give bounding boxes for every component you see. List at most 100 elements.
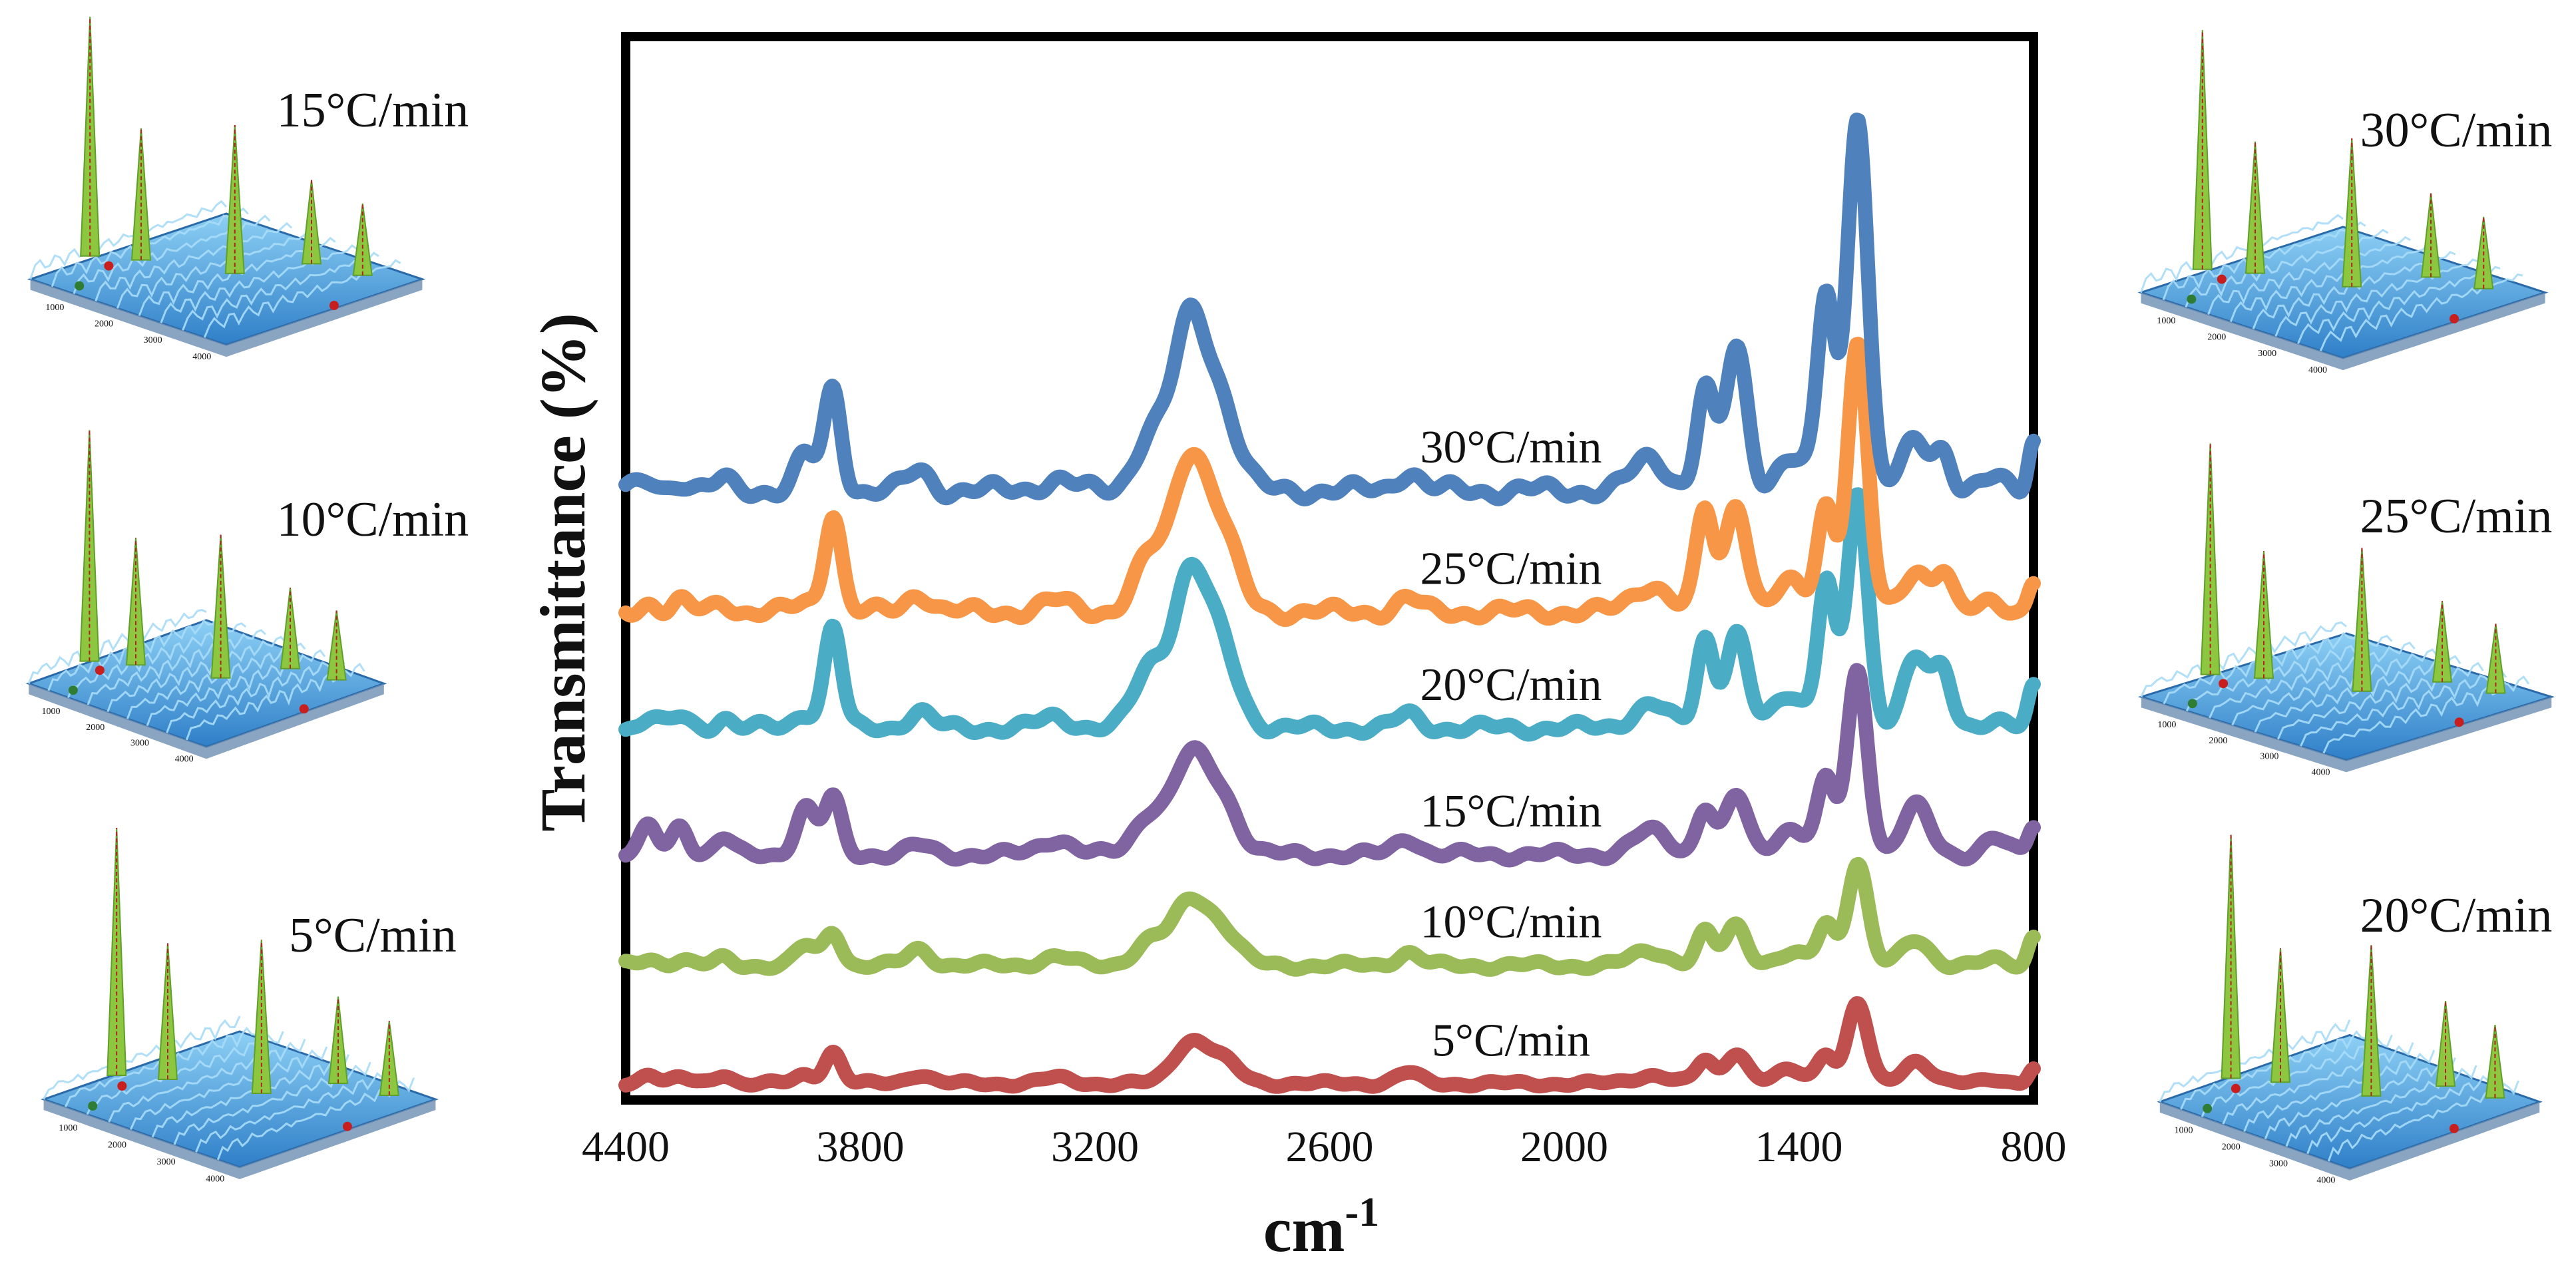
surface-plot-30c: 1000 2000 3000 4000 30°C/min	[2137, 30, 2553, 375]
x-tick-label: 2600	[1286, 1123, 1374, 1171]
series-label: 20°C/min	[1420, 659, 1602, 711]
surface-ridge	[2201, 1034, 2393, 1117]
surface-axis-tick: 1000	[2157, 316, 2175, 326]
surface-ridge	[130, 1046, 328, 1130]
surface-axis-tick: 2000	[95, 319, 113, 329]
surface-marker	[329, 301, 339, 311]
surface-ridge	[160, 244, 358, 323]
series-line-25c	[618, 337, 2041, 628]
surface-axis-tick: 2000	[108, 1140, 126, 1150]
surface-marker	[75, 281, 85, 291]
x-tick-label: 1400	[1755, 1123, 1843, 1171]
x-axis-label-exponent: -1	[1345, 1190, 1379, 1235]
surface-ridge	[185, 662, 365, 741]
surface-axis-tick: 2000	[86, 723, 105, 733]
surface-axis-tick: 4000	[2316, 1176, 2335, 1186]
surface-marker	[2219, 679, 2229, 689]
ftir-spectra-chart: 5°C/min 10°C/min 15°C/min 20°C/min 25°C/min 3…	[527, 32, 2067, 1265]
surface-ridge	[2274, 258, 2478, 337]
surface-marker	[2231, 1083, 2241, 1093]
series-line-30c	[618, 112, 2041, 506]
surface-marker	[299, 704, 309, 714]
surface-ridge	[2243, 1049, 2436, 1132]
surface-plot-label: 25°C/min	[2360, 489, 2553, 544]
surface-plot-20c: 1000 2000 3000 4000 20°C/min	[2157, 834, 2552, 1186]
surface-marker	[2454, 717, 2464, 727]
series-layer	[618, 112, 2041, 1094]
surface-plot-label: 10°C/min	[277, 492, 469, 547]
plot-area-frame	[621, 32, 2038, 1105]
surface-peak	[2245, 141, 2266, 274]
surface-floor	[2157, 1033, 2543, 1170]
surface-floor	[41, 1030, 439, 1169]
surface-ridge	[182, 252, 379, 331]
surface-ridge	[126, 642, 306, 719]
series-line-15c	[618, 663, 2041, 868]
surface-plot-label: 30°C/min	[2360, 103, 2553, 158]
surface-ridge	[195, 1069, 393, 1153]
surface-axis-tick: 1000	[42, 707, 61, 717]
surface-ridge	[2207, 236, 2411, 315]
surface-ridge	[2162, 221, 2366, 301]
surface-axis-tick: 1000	[2174, 1125, 2193, 1135]
series-label: 15°C/min	[1420, 786, 1602, 837]
surface-axis-tick: 1000	[59, 1123, 77, 1133]
surface-ridge	[27, 609, 207, 684]
surface-plot-label: 15°C/min	[277, 83, 469, 138]
surface-ridge	[95, 222, 293, 302]
surface-ridge	[2254, 655, 2462, 733]
surface-ridge	[2306, 1072, 2499, 1155]
surface-plot-5c: 1000 2000 3000 4000 5°C/min	[41, 827, 457, 1184]
x-tick-labels: 4400 3800 3200 2600 2000 1400 800	[582, 1123, 2067, 1171]
surface-marker	[88, 1101, 98, 1111]
surface-ridge	[108, 1038, 306, 1123]
x-tick-label: 4400	[582, 1123, 670, 1171]
surface-plot-10c: 1000 2000 3000 4000 10°C/min	[25, 430, 469, 765]
surface-axis-tick: 1000	[2157, 720, 2176, 730]
surface-marker	[2449, 1123, 2459, 1133]
surface-axis-tick: 2000	[2222, 1142, 2241, 1152]
surface-axis-tick: 4000	[175, 755, 194, 765]
x-tick-label: 2000	[1520, 1123, 1608, 1171]
x-tick-label: 3800	[817, 1123, 905, 1171]
surface-axis-tick: 2000	[2209, 736, 2227, 746]
surface-axis-tick: 3000	[2258, 349, 2276, 359]
surface-axis-tick: 3000	[2269, 1159, 2288, 1169]
surface-ridge	[2300, 668, 2507, 747]
surface-axis-tick: 4000	[192, 352, 211, 362]
surface-marker	[2449, 314, 2459, 324]
series-label-layer: 5°C/min 10°C/min 15°C/min 20°C/min 25°C/min 3…	[1420, 422, 1602, 1066]
surface-marker	[342, 1121, 352, 1131]
surface-marker	[95, 665, 105, 675]
surface-axis-tick: 3000	[130, 739, 149, 749]
series-label: 25°C/min	[1420, 543, 1602, 594]
surface-marker	[2203, 1103, 2213, 1113]
series-label: 5°C/min	[1432, 1015, 1590, 1066]
surface-axis-tick: 1000	[45, 303, 64, 313]
surface-axis-tick: 3000	[157, 1157, 176, 1167]
surface-ridge	[2229, 243, 2434, 322]
surface-plots: 1000 2000 3000 4000 15°C/min 1000 2000 3000 4000…	[25, 17, 2555, 1186]
surface-ridge	[116, 229, 314, 309]
x-tick-label: 800	[2001, 1123, 2067, 1171]
surface-ridge	[2209, 641, 2416, 719]
surface-ridge	[43, 1015, 241, 1100]
surface-marker	[104, 261, 114, 271]
surface-marker	[117, 1081, 127, 1091]
surface-ridge	[86, 1031, 284, 1115]
surface-axis-tick: 3000	[144, 335, 162, 345]
surface-ridge	[2297, 266, 2501, 344]
surface-ridge	[166, 655, 345, 733]
surface-ridge	[51, 207, 249, 287]
surface-ridge	[2140, 621, 2347, 697]
surface-ridge	[87, 629, 266, 705]
surface-plot-25c: 1000 2000 3000 4000 25°C/min	[2137, 443, 2555, 778]
surface-peak	[130, 128, 152, 261]
series-label: 10°C/min	[1420, 897, 1602, 948]
x-axis-label: cm-1	[1263, 1190, 1379, 1265]
surface-ridge	[29, 200, 228, 280]
surface-ridge	[2231, 648, 2439, 726]
surface-marker	[68, 685, 78, 695]
x-axis-label-base: cm	[1263, 1194, 1345, 1265]
